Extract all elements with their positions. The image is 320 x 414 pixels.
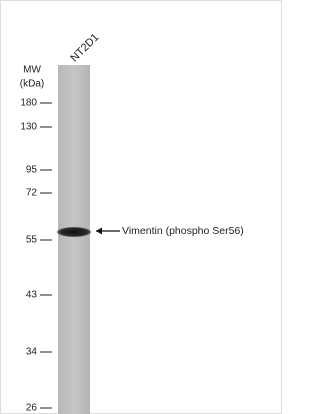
marker-label: 43 <box>26 290 38 301</box>
blot-figure: NT2D1 MW (kDa) Vimentin (phospho Ser56) … <box>0 0 282 414</box>
marker-label: 26 <box>26 403 38 414</box>
marker-label: 55 <box>26 235 38 246</box>
band <box>57 227 91 237</box>
marker-label: 72 <box>26 188 38 199</box>
marker-label: 130 <box>20 122 37 133</box>
band-label: Vimentin (phospho Ser56) <box>122 225 244 237</box>
mw-label: MW <box>23 65 41 76</box>
lane <box>58 65 90 414</box>
marker-label: 180 <box>20 98 37 109</box>
marker-label: 95 <box>26 165 38 176</box>
unit-label: (kDa) <box>20 79 44 90</box>
marker-label: 34 <box>26 347 38 358</box>
